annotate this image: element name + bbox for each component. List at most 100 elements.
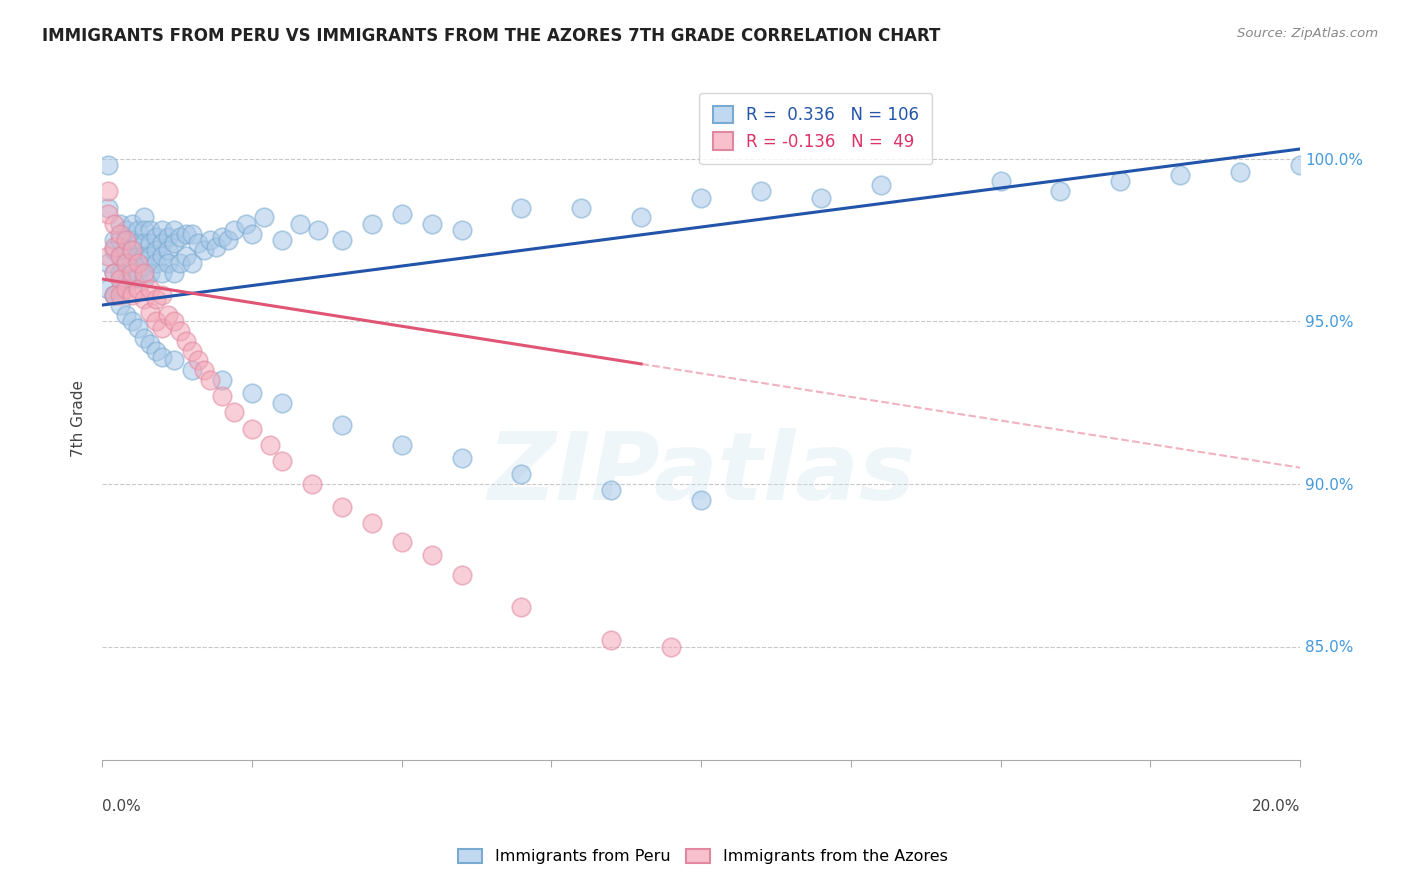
Point — [749, 184, 772, 198]
Point — [391, 438, 413, 452]
Point — [690, 493, 713, 508]
Point — [253, 211, 276, 225]
Point — [450, 568, 472, 582]
Point — [330, 418, 353, 433]
Point — [198, 233, 221, 247]
Text: 20.0%: 20.0% — [1251, 799, 1301, 814]
Point — [103, 288, 125, 302]
Point — [181, 256, 204, 270]
Point — [108, 298, 131, 312]
Text: Source: ZipAtlas.com: Source: ZipAtlas.com — [1237, 27, 1378, 40]
Y-axis label: 7th Grade: 7th Grade — [72, 380, 86, 458]
Point — [510, 600, 533, 615]
Legend: R =  0.336   N = 106, R = -0.136   N =  49: R = 0.336 N = 106, R = -0.136 N = 49 — [699, 93, 932, 164]
Point — [1289, 158, 1312, 172]
Point — [108, 288, 131, 302]
Point — [307, 223, 329, 237]
Point — [150, 236, 173, 251]
Point — [157, 243, 180, 257]
Point — [145, 343, 167, 358]
Point — [97, 207, 120, 221]
Point — [600, 483, 623, 498]
Point — [240, 385, 263, 400]
Point — [115, 243, 138, 257]
Point — [115, 282, 138, 296]
Point — [121, 217, 143, 231]
Point — [869, 178, 891, 192]
Point — [163, 236, 186, 251]
Point — [360, 516, 382, 530]
Point — [240, 227, 263, 241]
Point — [270, 454, 292, 468]
Point — [115, 275, 138, 289]
Point — [510, 201, 533, 215]
Point — [211, 373, 233, 387]
Point — [134, 266, 156, 280]
Point — [157, 229, 180, 244]
Point — [181, 343, 204, 358]
Point — [134, 330, 156, 344]
Point — [450, 450, 472, 465]
Point — [163, 314, 186, 328]
Point — [330, 500, 353, 514]
Point — [270, 395, 292, 409]
Point — [240, 422, 263, 436]
Point — [139, 282, 162, 296]
Point — [211, 389, 233, 403]
Point — [97, 158, 120, 172]
Point — [163, 223, 186, 237]
Point — [270, 233, 292, 247]
Point — [174, 334, 197, 348]
Point — [139, 304, 162, 318]
Point — [150, 350, 173, 364]
Point — [97, 201, 120, 215]
Point — [1109, 174, 1132, 188]
Point — [174, 227, 197, 241]
Point — [150, 266, 173, 280]
Point — [115, 259, 138, 273]
Point — [288, 217, 311, 231]
Point — [108, 249, 131, 263]
Point — [145, 229, 167, 244]
Point — [134, 223, 156, 237]
Point — [139, 337, 162, 351]
Point — [145, 292, 167, 306]
Point — [222, 405, 245, 419]
Point — [690, 191, 713, 205]
Point — [115, 233, 138, 247]
Point — [1168, 168, 1191, 182]
Point — [659, 640, 682, 654]
Point — [139, 236, 162, 251]
Point — [157, 308, 180, 322]
Point — [97, 282, 120, 296]
Point — [163, 353, 186, 368]
Point — [193, 363, 215, 377]
Point — [127, 236, 149, 251]
Text: ZIPatlas: ZIPatlas — [486, 427, 915, 519]
Point — [121, 272, 143, 286]
Legend: Immigrants from Peru, Immigrants from the Azores: Immigrants from Peru, Immigrants from th… — [451, 842, 955, 871]
Point — [222, 223, 245, 237]
Point — [108, 266, 131, 280]
Point — [127, 321, 149, 335]
Point — [97, 184, 120, 198]
Point — [103, 288, 125, 302]
Point — [150, 249, 173, 263]
Point — [391, 207, 413, 221]
Point — [420, 549, 443, 563]
Point — [139, 249, 162, 263]
Point — [127, 282, 149, 296]
Point — [145, 314, 167, 328]
Point — [121, 266, 143, 280]
Point — [103, 217, 125, 231]
Point — [301, 477, 323, 491]
Point — [145, 256, 167, 270]
Point — [235, 217, 257, 231]
Point — [569, 201, 592, 215]
Point — [134, 272, 156, 286]
Point — [108, 217, 131, 231]
Point — [115, 256, 138, 270]
Point — [121, 288, 143, 302]
Point — [181, 363, 204, 377]
Point — [600, 632, 623, 647]
